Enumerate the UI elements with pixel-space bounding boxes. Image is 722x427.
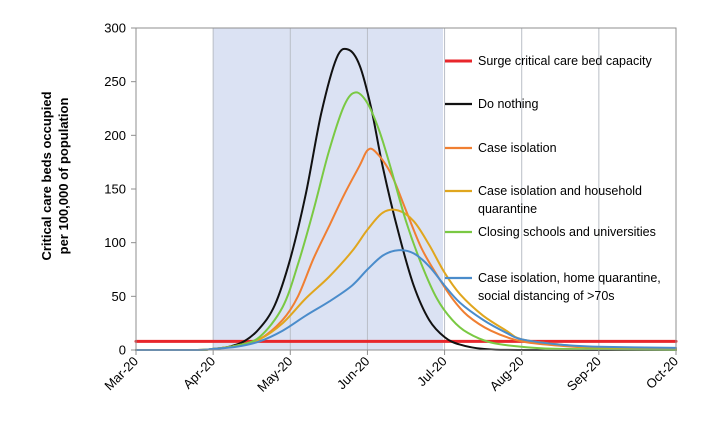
y-tick-label: 250 — [104, 74, 126, 89]
y-axis-label-line-1: Critical care beds occupied — [39, 91, 54, 260]
legend-label: Surge critical care bed capacity — [478, 54, 652, 68]
legend: Surge critical care bed capacity Do nothi… — [445, 54, 661, 303]
legend-label: Closing schools and universities — [478, 225, 656, 239]
legend-label: social distancing of >70s — [478, 289, 615, 303]
y-tick-labels: 0 50 100 150 200 250 300 — [104, 21, 126, 358]
legend-label: quarantine — [478, 202, 537, 216]
series-lines — [134, 47, 678, 352]
y-tick-label: 0 — [119, 343, 126, 358]
gridlines — [212, 28, 600, 350]
axes — [131, 27, 677, 355]
legend-label: Case isolation, home quarantine, — [478, 271, 661, 285]
y-axis-label: Critical care beds occupied per 100,000 … — [39, 91, 71, 260]
y-tick-label: 200 — [104, 128, 126, 143]
legend-label: Case isolation and household — [478, 184, 642, 198]
legend-label: Do nothing — [478, 97, 539, 111]
y-tick-label: 50 — [112, 289, 126, 304]
y-axis-label-line-2: per 100,000 of population — [56, 98, 71, 255]
series-line-closing-schools-and-universities — [135, 91, 677, 351]
y-tick-label: 100 — [104, 235, 126, 250]
legend-label: Case isolation — [478, 141, 557, 155]
series-line-case-isolation-home-quarantine-social-distancing-of-70s — [135, 249, 677, 351]
y-tick-label: 150 — [104, 182, 126, 197]
y-tick-label: 300 — [104, 21, 126, 36]
series-line-do-nothing — [135, 47, 677, 352]
